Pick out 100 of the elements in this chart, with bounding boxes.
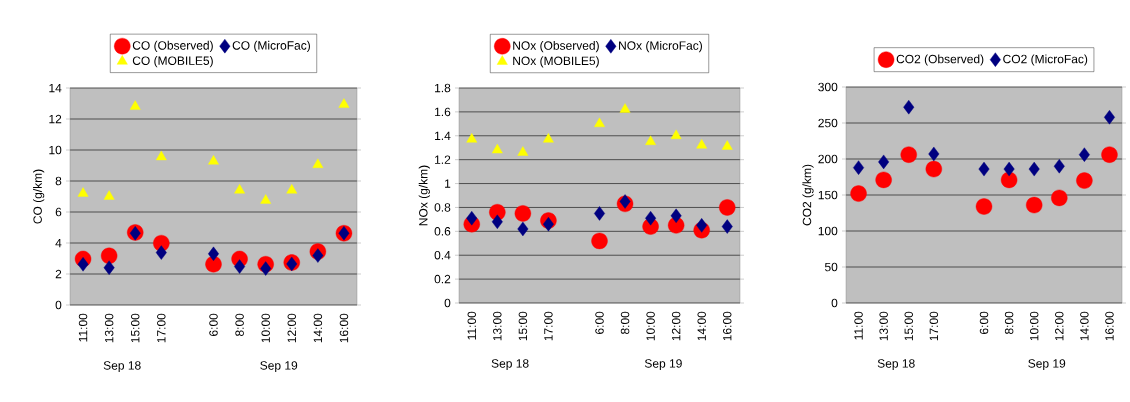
point [696,139,708,149]
x-tick-label: 14:00 [1080,311,1089,341]
point [721,140,733,150]
point [928,146,940,162]
x-tick-label: 16:00 [1105,311,1114,341]
y-tick-label: 150 [818,190,838,200]
point [514,205,532,222]
text: Sep 19 [1028,359,1066,371]
point [312,158,324,168]
legend-label: CO2 (MicroFac) [1003,54,1088,66]
y-tick-label: 0 [444,298,451,308]
y-tick-label: 300 [818,82,838,92]
y-tick-label: 2 [55,269,62,279]
legend-label: CO (MicroFac) [232,40,310,53]
x-tick-label: 8:00 [620,311,630,335]
point [103,260,115,275]
point [978,161,990,177]
x-tick-label: 14:00 [313,313,323,343]
point [1076,172,1093,189]
x-tick-label: 13:00 [879,311,888,341]
point [208,155,219,165]
point [1026,196,1043,214]
point [517,146,529,156]
point [853,160,864,175]
point [338,98,350,108]
x-tick-label: 11:00 [854,311,863,340]
point [260,194,272,204]
x-tick-label: 17:00 [544,311,553,341]
point [645,135,656,145]
legend-label: CO2 (Observed) [896,54,984,66]
x-tick-label: 14:00 [697,311,706,341]
x-tick-label: 6:00 [595,311,604,334]
x-tick-label: 15:00 [518,311,528,341]
point [234,184,245,194]
y-tick-label: 1.2 [435,155,451,164]
x-tick-label: 12:00 [671,311,681,341]
point [260,261,272,276]
y-axis-title: CO (g/km) [33,169,45,224]
point [1053,159,1065,174]
point [670,208,682,223]
point [100,247,118,265]
point [594,206,605,221]
point [466,133,478,143]
x-tick-label: 8:00 [1004,311,1014,335]
y-tick-label: 8 [55,176,62,186]
point [594,117,605,128]
y-tick-label: 200 [818,154,838,164]
x-tick-label: 13:00 [104,313,114,343]
x-tick-label: 16:00 [339,313,349,343]
legend-label: NOx (MOBILE5) [513,56,599,68]
x-tick-label: 15:00 [904,311,913,341]
point [975,198,993,215]
point [719,199,736,216]
point [721,219,733,234]
point [542,216,554,232]
point [491,214,503,229]
point [312,248,324,263]
y-tick-label: 1.8 [435,83,451,93]
point [1104,110,1115,125]
point [129,100,141,110]
text: Sep 18 [877,359,915,371]
y-axis-title: CO2 (g/km) [802,164,814,226]
y-tick-label: 250 [818,118,838,128]
x-tick-label: 6:00 [979,311,989,334]
y-tick-label: 6 [55,207,62,217]
y-tick-label: 1 [445,179,451,188]
point [155,150,167,161]
y-axis-title: NOx (g/km) [418,165,430,226]
point [1003,161,1015,177]
point [878,154,890,170]
text: Sep 19 [644,359,682,371]
point [466,211,478,226]
y-tick-label: 10 [49,145,62,155]
point [1051,189,1068,207]
x-tick-label: 6:00 [209,313,218,336]
x-tick-label: 11:00 [467,311,477,340]
y-tick-label: 0.8 [434,203,451,212]
point [925,160,943,178]
point [1101,146,1118,163]
x-tick-label: 12:00 [1055,311,1064,341]
point [900,146,917,163]
point [286,184,298,194]
y-tick-label: 4 [55,238,62,248]
point [619,103,631,113]
point [670,129,682,139]
point [1028,161,1040,177]
x-tick-label: 17:00 [929,311,939,341]
point [103,190,115,200]
point [77,187,89,197]
x-tick-label: 10:00 [1029,311,1039,341]
x-tick-label: 8:00 [235,313,244,337]
point [591,232,608,250]
y-tick-label: 12 [49,114,62,124]
y-tick-label: 50 [824,262,838,272]
legend-label: NOx (MicroFac) [619,41,702,53]
point [696,218,708,233]
x-tick-label: 12:00 [287,313,297,343]
x-tick-label: 15:00 [130,313,140,343]
point [619,194,631,209]
point [850,185,867,202]
